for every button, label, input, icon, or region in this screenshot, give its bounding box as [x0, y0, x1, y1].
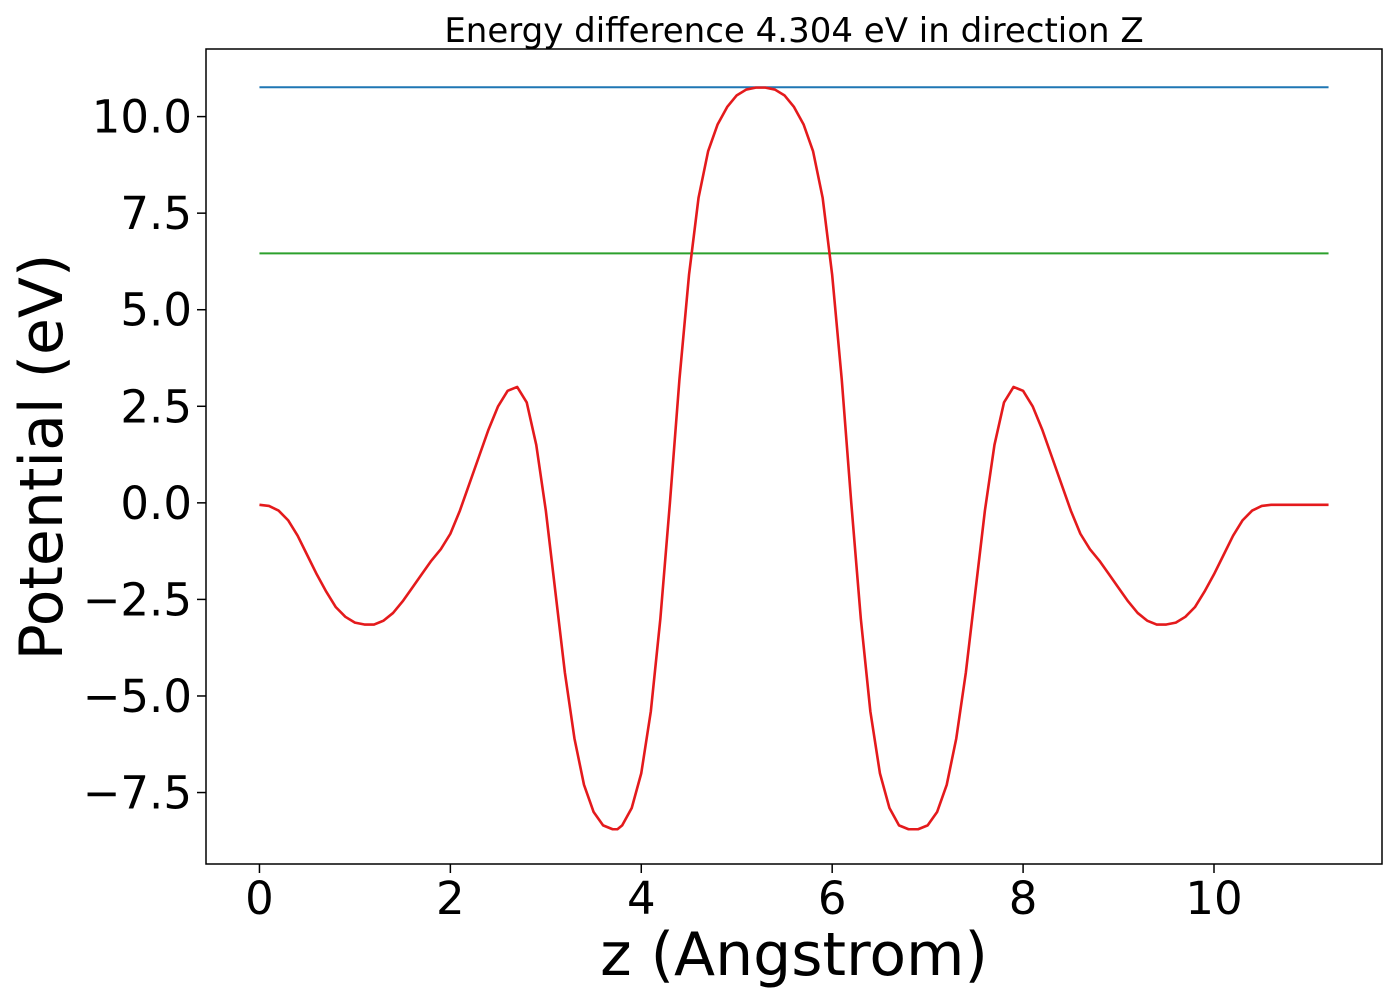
y-axis-label: Potential (eV)	[7, 254, 77, 661]
y-tick-label: 5.0	[120, 284, 192, 337]
x-tick-label: 8	[1009, 872, 1038, 925]
x-tick-label: 0	[245, 872, 274, 925]
y-tick-label: −7.5	[83, 767, 192, 820]
y-tick-label: 7.5	[120, 187, 192, 240]
y-tick-label: 10.0	[92, 91, 192, 144]
x-tick-label: 10	[1185, 872, 1242, 925]
x-axis-ticks: 0 2 4 6 8 10	[245, 864, 1243, 925]
plot-area-frame	[205, 48, 1383, 865]
x-tick-label: 6	[818, 872, 847, 925]
y-tick-label: 0.0	[120, 477, 192, 530]
series-line-2	[259, 86, 1329, 831]
y-axis-ticks: −7.5 −5.0 −2.5 0.0 2.5 5.0 7.5 10.0	[83, 91, 206, 820]
y-tick-label: −2.5	[83, 573, 192, 626]
chart-title: Energy difference 4.304 eV in direction …	[444, 11, 1143, 51]
x-axis-label: z (Angstrom)	[600, 920, 988, 990]
x-tick-label: 2	[436, 872, 465, 925]
y-tick-label: 2.5	[120, 380, 192, 433]
x-tick-label: 4	[627, 872, 656, 925]
series-layer	[259, 86, 1329, 831]
y-tick-label: −5.0	[83, 670, 192, 723]
